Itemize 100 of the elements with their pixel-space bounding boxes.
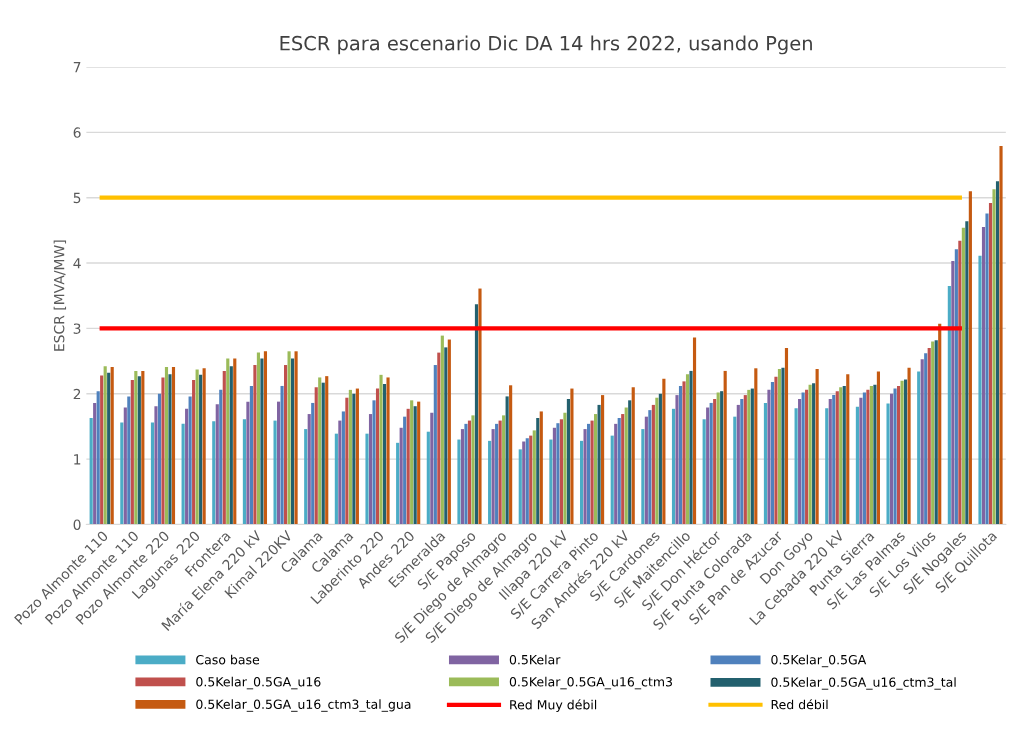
bar — [968, 191, 972, 525]
bar — [314, 387, 318, 525]
bar — [284, 365, 288, 525]
bar — [920, 359, 924, 525]
bar — [855, 406, 859, 525]
bar — [242, 419, 246, 525]
bar — [410, 400, 414, 525]
bar — [222, 370, 226, 525]
bar — [399, 427, 403, 525]
bar — [539, 411, 543, 525]
bar — [372, 400, 376, 525]
y-tick-label: 7 — [73, 62, 81, 73]
bar — [583, 429, 587, 525]
bar — [566, 399, 571, 525]
y-tick-label: 4 — [73, 258, 81, 269]
bar — [917, 371, 921, 525]
bar — [212, 421, 216, 525]
bar — [961, 227, 965, 525]
bar — [532, 430, 536, 525]
bar — [597, 404, 601, 525]
bar — [549, 439, 553, 525]
bar — [325, 376, 329, 525]
bar — [876, 371, 880, 525]
bar — [536, 417, 540, 525]
bar — [981, 227, 986, 525]
bar — [529, 435, 533, 525]
bar — [103, 366, 107, 525]
bar — [617, 417, 621, 525]
bar — [594, 414, 598, 525]
bar — [770, 382, 775, 525]
bar — [815, 368, 819, 525]
bar — [784, 348, 789, 525]
bar — [709, 402, 713, 525]
bar — [924, 353, 928, 525]
bar — [563, 412, 567, 525]
bar — [740, 399, 744, 525]
bar — [233, 358, 237, 525]
bar — [474, 304, 479, 525]
bar — [958, 240, 962, 525]
bar — [199, 374, 203, 525]
y-tick-label: 6 — [73, 127, 81, 138]
y-tick-label: 5 — [73, 192, 81, 204]
bar — [467, 420, 472, 525]
bar — [426, 431, 430, 525]
legend-label: 0.5Kelar_0.5GA_u16_ctm3_tal — [771, 677, 956, 690]
bar — [671, 408, 676, 525]
bar — [219, 389, 223, 525]
y-tick-label: 0 — [73, 519, 81, 530]
bar — [825, 408, 829, 525]
bar — [777, 368, 782, 525]
bar — [154, 406, 158, 525]
bar — [692, 337, 697, 525]
bar — [873, 384, 877, 525]
bar — [386, 377, 390, 525]
bar — [601, 395, 605, 525]
bar — [655, 397, 659, 525]
bar — [263, 351, 268, 525]
legend-label: 0.5Kelar_0.5GA_u16_ctm3_tal_gua — [196, 699, 411, 712]
bar — [723, 370, 727, 525]
bar — [610, 435, 614, 525]
bar — [862, 392, 866, 525]
bar — [624, 407, 628, 525]
bar — [478, 288, 482, 525]
bar — [621, 414, 625, 525]
bar — [736, 404, 740, 525]
bar — [767, 389, 771, 525]
bar — [164, 366, 169, 525]
bar — [798, 399, 802, 525]
bar — [464, 423, 468, 525]
bar — [417, 401, 421, 525]
bar — [253, 365, 257, 525]
bar — [334, 433, 338, 525]
y-axis-title: ESCR [MVA/MW] — [53, 240, 67, 351]
bar — [304, 429, 308, 525]
bar — [720, 391, 724, 525]
bar — [157, 393, 162, 525]
bar — [927, 348, 931, 525]
bar — [123, 407, 127, 525]
bar — [995, 181, 1000, 525]
bar — [134, 370, 138, 525]
y-tick-label: 1 — [74, 454, 81, 465]
bar — [954, 249, 958, 525]
bar — [518, 449, 522, 525]
bar — [280, 385, 284, 525]
bar — [866, 389, 870, 525]
bar — [345, 397, 349, 525]
legend-label: 0.5Kelar — [509, 654, 561, 665]
bar — [171, 366, 176, 525]
bar — [181, 423, 185, 525]
bar — [682, 381, 686, 525]
bar — [893, 388, 897, 525]
bar — [658, 393, 662, 525]
bar — [348, 389, 352, 525]
legend-label: Red débil — [771, 699, 828, 710]
bar — [188, 396, 192, 525]
bar — [552, 427, 556, 525]
bar — [985, 213, 989, 525]
bar — [904, 379, 908, 525]
bar — [675, 395, 679, 525]
bar — [460, 429, 465, 525]
